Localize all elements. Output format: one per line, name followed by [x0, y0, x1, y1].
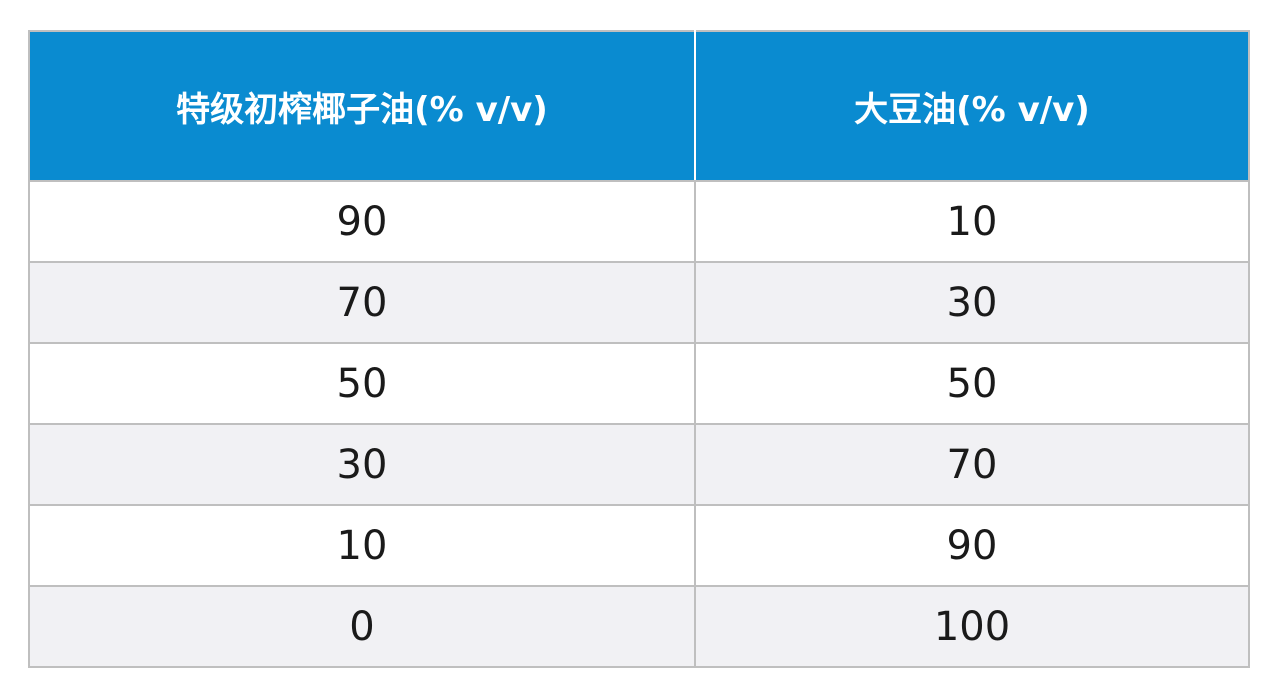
header-coconut-oil: 特级初榨椰子油(% v/v): [28, 30, 696, 182]
cell-soybean-oil: 70: [694, 423, 1250, 506]
table-row: 90 10: [28, 180, 1250, 263]
cell-coconut-oil: 90: [28, 180, 696, 263]
cell-soybean-oil: 10: [694, 180, 1250, 263]
cell-coconut-oil: 0: [28, 585, 696, 668]
cell-coconut-oil: 10: [28, 504, 696, 587]
table-row: 50 50: [28, 342, 1250, 425]
table-header-row: 特级初榨椰子油(% v/v) 大豆油(% v/v): [28, 30, 1250, 182]
blend-ratio-table-container: 特级初榨椰子油(% v/v) 大豆油(% v/v) 90 10 70 30 50…: [28, 30, 1250, 668]
cell-coconut-oil: 70: [28, 261, 696, 344]
cell-soybean-oil: 50: [694, 342, 1250, 425]
cell-soybean-oil: 100: [694, 585, 1250, 668]
cell-coconut-oil: 30: [28, 423, 696, 506]
table-row: 10 90: [28, 504, 1250, 587]
header-soybean-oil: 大豆油(% v/v): [694, 30, 1250, 182]
cell-coconut-oil: 50: [28, 342, 696, 425]
cell-soybean-oil: 30: [694, 261, 1250, 344]
table-row: 30 70: [28, 423, 1250, 506]
table-row: 70 30: [28, 261, 1250, 344]
table-row: 0 100: [28, 585, 1250, 668]
cell-soybean-oil: 90: [694, 504, 1250, 587]
blend-ratio-table: 特级初榨椰子油(% v/v) 大豆油(% v/v) 90 10 70 30 50…: [28, 30, 1250, 668]
